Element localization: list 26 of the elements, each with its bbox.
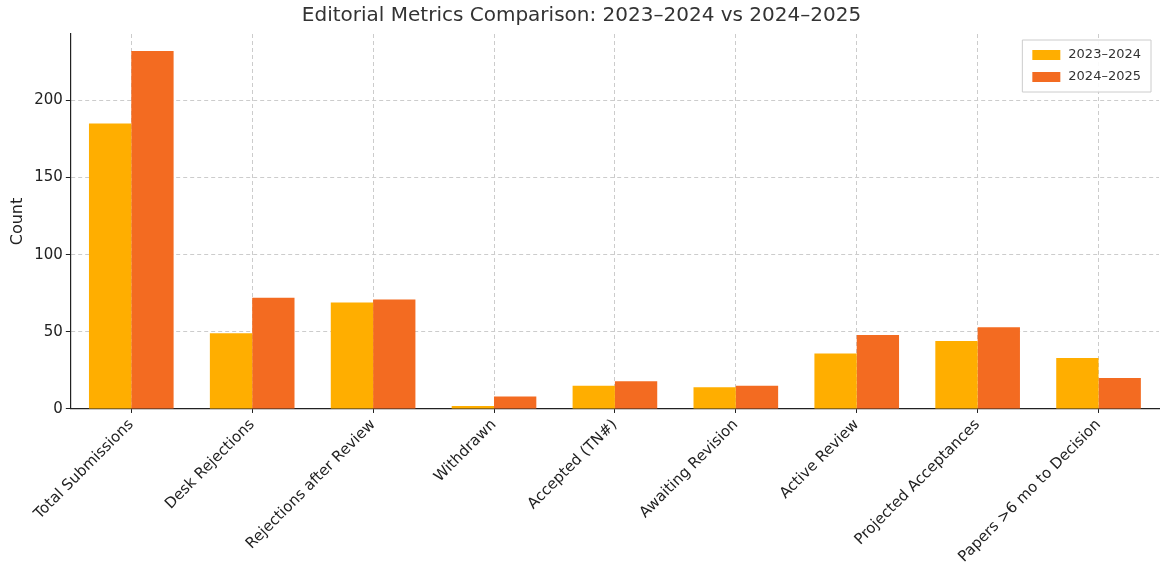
y-tick-label: 0 [53, 398, 63, 417]
bar [735, 385, 779, 409]
y-tick-label: 100 [34, 244, 63, 263]
bar [614, 381, 658, 409]
bar [693, 387, 736, 409]
bar [131, 50, 174, 409]
bar [935, 341, 978, 409]
y-tick-label: 150 [34, 167, 63, 186]
bar [572, 385, 615, 409]
legend-label: 2023–2024 [1068, 46, 1141, 62]
y-tick-label: 200 [34, 90, 63, 109]
bar [1056, 358, 1099, 409]
y-axis-title: Count [6, 197, 26, 246]
bar [856, 334, 900, 409]
bar [494, 396, 537, 409]
y-tick-label: 50 [43, 321, 63, 340]
legend-label: 2024–2025 [1068, 68, 1141, 84]
bar [88, 123, 132, 409]
bar [330, 302, 374, 409]
bar [209, 333, 253, 409]
bar [1098, 378, 1141, 409]
bar [373, 299, 416, 409]
bar [252, 297, 295, 409]
chart-title: Editorial Metrics Comparison: 2023–2024 vs 2024–2025 [301, 2, 862, 27]
bar [977, 327, 1020, 409]
bar [814, 353, 857, 409]
